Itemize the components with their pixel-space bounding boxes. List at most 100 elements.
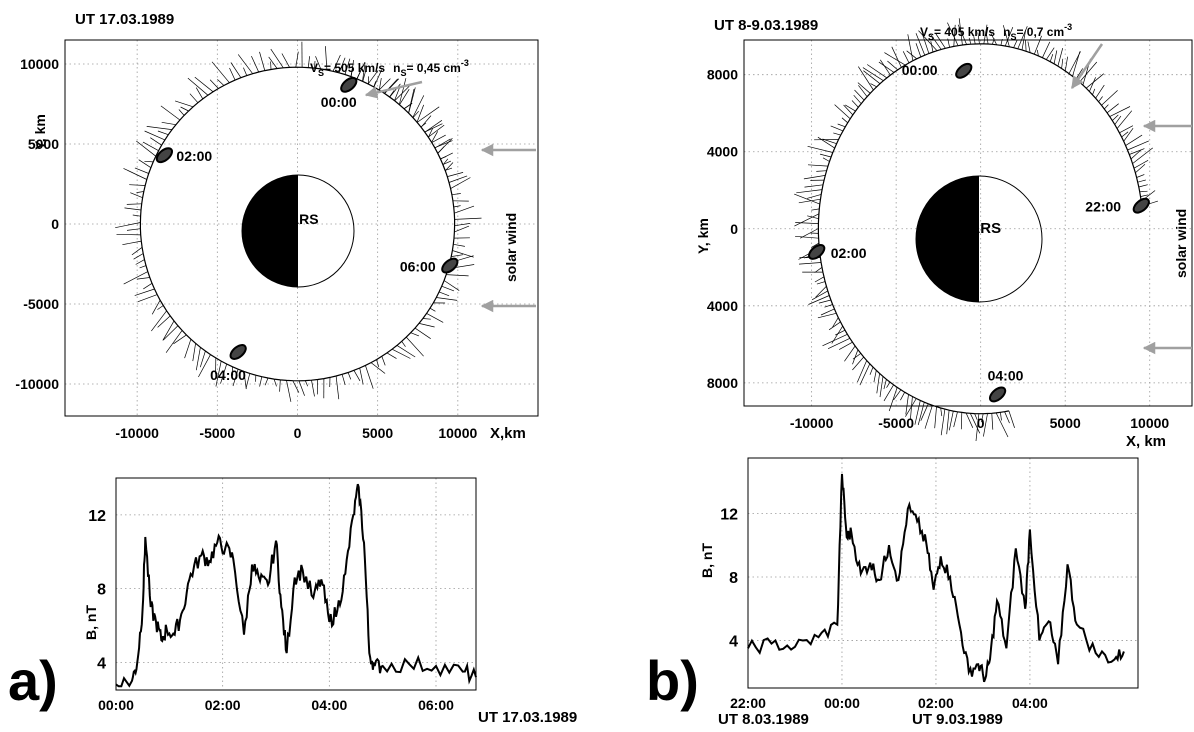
field-vector [835,329,846,336]
field-vector [180,106,189,112]
field-vector [857,82,871,94]
field-vector [935,33,946,49]
field-vector [412,95,425,118]
field-vector [1042,41,1051,58]
time-mark [1132,197,1150,214]
field-vector [123,271,148,285]
mars-label-a: MARS [277,211,318,227]
field-vector [914,400,921,425]
field-vector [883,379,887,390]
field-vector [808,295,830,305]
ts-x-tick-label: 00:00 [824,695,860,711]
ts-y-tick-label: 8 [729,570,738,587]
field-vector [195,347,201,371]
field-vector [454,223,471,227]
field-vector [130,192,143,199]
field-vector [115,222,141,229]
field-vector [136,191,144,193]
field-vector [243,67,248,76]
field-vector [215,361,222,387]
field-vector [1013,39,1018,48]
field-vector [192,343,196,362]
field-vector [451,193,461,196]
orbit-y-tick-label: 10000 [20,56,59,72]
time-mark [340,76,358,93]
time-mark [988,386,1007,403]
field-vector [830,125,844,132]
ts-b-xlabel-right: UT 9.03.1989 [912,711,1003,728]
field-vector [905,398,917,417]
field-vector [1021,30,1026,50]
field-vector [817,312,837,319]
field-vector [453,243,465,247]
field-vector [981,413,984,423]
field-vector [858,85,868,97]
field-vector [209,79,219,89]
field-vector [401,341,406,347]
field-vector [1089,77,1096,92]
time-mark-label: 02:00 [176,148,212,164]
field-vector [173,334,187,345]
field-vector [816,281,826,285]
field-vector [893,389,902,401]
solar-wind-label-a: solar wind [503,213,519,282]
field-vector [795,235,819,239]
orbit-y-tick-label: 8000 [707,67,738,83]
ts-a-xlabel: UT 17.03.1989 [478,709,577,726]
field-vector [138,159,152,168]
orbit-y-tick-label: 8000 [707,375,738,391]
field-vector [454,225,470,233]
field-vector [270,48,284,68]
field-vector [910,396,913,420]
orbit-x-tick-label: -10000 [115,425,159,441]
field-vector [304,380,309,387]
orbit-x-tick-label: 0 [977,415,985,431]
field-vector [880,59,891,76]
field-vector [157,305,164,310]
field-vector [1049,53,1054,62]
field-vector [157,315,171,328]
orbit-x-tick-label: -5000 [199,425,235,441]
field-vector [386,352,397,359]
field-vector [442,158,449,166]
field-vector [165,330,183,353]
field-vector [887,60,898,71]
field-vector [298,380,305,396]
field-vector [370,362,386,374]
orbit-x-tick-label: 10000 [1130,415,1169,431]
time-mark-label: 22:00 [1085,199,1121,215]
field-vector [378,78,382,91]
field-vector [1133,159,1149,169]
field-vector [431,134,446,143]
field-vector [891,46,902,68]
field-vector [852,349,859,365]
b-field-series-b [747,473,1125,683]
ts-x-tick-label: 04:00 [311,697,347,713]
field-vector [286,380,292,402]
time-mark-label: 00:00 [321,94,357,110]
field-vector [1123,127,1134,142]
field-vector [163,325,179,341]
field-vector [195,87,204,100]
field-vector [399,89,410,105]
field-vector [985,33,989,45]
field-vector [921,33,930,54]
field-vector [408,89,415,114]
field-vector [429,307,436,312]
panel-label-a: a) [8,649,58,712]
field-vector [251,55,260,73]
field-vector [398,78,407,105]
orbit-plot-a: UT 17.03.1989 -10000 -5000 0 5000 10000 10000… [15,11,539,442]
field-vector [851,100,859,108]
orbit-x-tick-label: -5000 [878,415,914,431]
field-vector [232,369,239,387]
field-vector [960,412,963,430]
field-vector [162,320,175,341]
field-vector [867,64,888,79]
field-vector [816,170,827,172]
field-vector [443,280,460,291]
field-vector [1095,84,1105,99]
field-vector [983,24,988,44]
field-vector [325,46,328,71]
field-vector [803,175,826,180]
